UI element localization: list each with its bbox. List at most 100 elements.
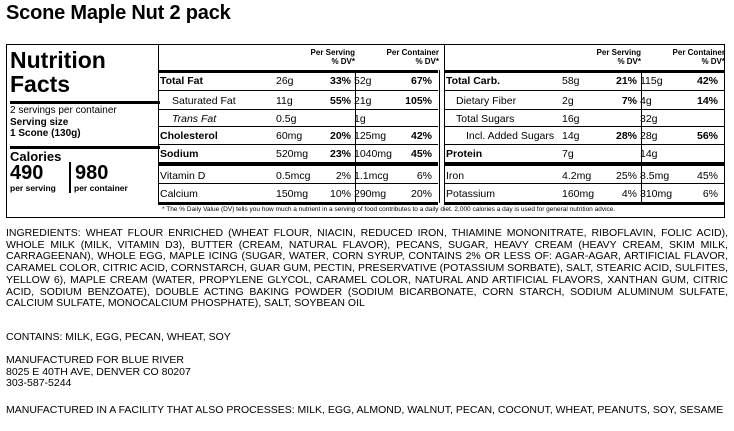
nutrient-row: Calcium 150mg 10% 290mg 20% xyxy=(158,185,434,204)
amount-per-serving: 0.5g xyxy=(276,113,297,125)
nutrient-row: Trans Fat 0.5g 1g xyxy=(158,110,434,129)
servings-per-container: 2 servings per container xyxy=(10,105,117,116)
left-per-container-header: Per Container% DV* xyxy=(386,48,439,66)
nutrient-name: Vitamin D xyxy=(160,170,206,182)
dv-per-serving: 25% xyxy=(615,170,637,182)
ingredients-text: INGREDIENTS: WHEAT FLOUR ENRICHED (WHEAT… xyxy=(6,227,728,310)
amount-per-container: 8.5mg xyxy=(640,170,670,182)
amount-per-container: 115g xyxy=(640,75,663,87)
manufacturer-address: 8025 E 40TH AVE, DENVER CO 80207 xyxy=(6,365,191,378)
table-rule xyxy=(444,90,724,91)
table-rule xyxy=(158,126,438,127)
amount-per-container: 14g xyxy=(640,148,658,160)
amount-per-serving: 0.5mcg xyxy=(276,170,311,182)
nutrient-name: Calcium xyxy=(160,188,198,200)
table-rule xyxy=(444,70,724,73)
nutrient-row: Dietary Fiber 2g 7% 4g 14% xyxy=(444,92,720,111)
table-rule xyxy=(444,162,724,166)
table-rule xyxy=(158,90,438,91)
nutrient-name: Trans Fat xyxy=(172,113,217,125)
dv-per-serving: 4% xyxy=(621,188,637,200)
dv-per-serving: 23% xyxy=(329,148,351,160)
right-per-container-header: Per Container% DV* xyxy=(672,48,725,66)
table-rule xyxy=(158,109,438,110)
table-rule xyxy=(444,183,724,184)
amount-per-container: 310mg xyxy=(640,188,673,200)
nutrient-name: Cholesterol xyxy=(160,130,218,142)
amount-per-container: 1g xyxy=(354,113,366,125)
dv-per-serving: 7% xyxy=(621,95,637,107)
dv-per-serving: 20% xyxy=(329,130,351,142)
nutrient-row: Saturated Fat 11g 55% 21g 105% xyxy=(158,92,434,111)
table-rule xyxy=(158,162,438,166)
amount-per-serving: 520mg xyxy=(276,148,309,160)
nutrient-row: Protein 7g 14g xyxy=(444,145,720,164)
dv-per-serving: 33% xyxy=(329,75,351,87)
amount-per-container: 1040mg xyxy=(354,148,392,160)
amount-per-serving: 150mg xyxy=(276,188,309,200)
table-rule xyxy=(158,183,438,184)
amount-per-serving: 2g xyxy=(562,95,574,107)
dv-per-container: 105% xyxy=(405,95,432,107)
dv-per-serving: 10% xyxy=(329,188,351,200)
nutrition-facts-panel: Nutrition Facts 2 servings per container… xyxy=(6,44,725,218)
dv-per-container: 45% xyxy=(696,170,718,182)
amount-per-serving: 11g xyxy=(276,95,293,107)
amount-per-container: 125mg xyxy=(354,130,387,142)
manufacturer-phone: 303-587-5244 xyxy=(6,377,72,390)
per-container-caption: per container xyxy=(74,183,128,193)
dv-per-container: 56% xyxy=(696,130,718,142)
left-per-serving-header: Per Serving% DV* xyxy=(310,48,355,66)
table-rule xyxy=(158,202,438,205)
dv-per-container: 14% xyxy=(696,95,718,107)
nutrient-row: Vitamin D 0.5mcg 2% 1.1mcg 6% xyxy=(158,167,434,186)
amount-per-serving: 7g xyxy=(562,148,574,160)
nutrient-name: Iron xyxy=(446,170,465,182)
column-divider xyxy=(439,70,440,203)
per-serving-caption: per serving xyxy=(10,183,56,193)
table-rule xyxy=(158,70,438,73)
dv-per-serving: 21% xyxy=(615,75,637,87)
nutrient-name: Total Fat xyxy=(160,75,203,87)
table-rule xyxy=(444,126,724,127)
nutrient-name: Saturated Fat xyxy=(172,95,236,107)
table-rule xyxy=(444,202,724,205)
nutrition-facts-heading: Nutrition Facts xyxy=(10,47,106,97)
column-divider xyxy=(444,45,445,203)
nutrient-row: Sodium 520mg 23% 1040mg 45% xyxy=(158,145,434,164)
column-divider xyxy=(158,45,159,203)
amount-per-serving: 60mg xyxy=(276,130,303,142)
servings-block: 2 servings per container Serving size 1 … xyxy=(10,105,158,140)
dv-per-serving: 2% xyxy=(335,170,351,182)
contains-text: CONTAINS: MILK, EGG, PECAN, WHEAT, SOY xyxy=(6,331,231,343)
dv-per-container: 67% xyxy=(410,75,432,87)
manufacturer-name: MANUFACTURED FOR BLUE RIVER xyxy=(6,354,184,366)
facility-text: MANUFACTURED IN A FACILITY THAT ALSO PRO… xyxy=(6,404,724,416)
amount-per-container: 290mg xyxy=(354,188,387,200)
nutrient-name: Sodium xyxy=(160,148,199,160)
column-divider xyxy=(641,70,642,203)
nutrient-name: Potassium xyxy=(446,188,496,200)
daily-value-footnote: * The % Daily Value (DV) tells you how m… xyxy=(162,206,616,213)
nutrient-name: Dietary Fiber xyxy=(456,95,517,107)
amount-per-serving: 14g xyxy=(562,130,580,142)
dv-per-serving: 55% xyxy=(329,95,351,107)
dv-per-container: 42% xyxy=(696,75,718,87)
table-rule xyxy=(444,144,724,145)
dv-per-container: 6% xyxy=(416,170,432,182)
amount-per-container: 28g xyxy=(640,130,658,142)
calories-per-serving: 490 xyxy=(10,162,44,184)
table-rule xyxy=(158,144,438,145)
amount-per-container: 52g xyxy=(354,75,372,87)
calories-per-container: 980 xyxy=(75,162,109,184)
nutrient-row: Iron 4.2mg 25% 8.5mg 45% xyxy=(444,167,720,186)
dv-per-container: 42% xyxy=(410,130,432,142)
nutrient-name: Total Sugars xyxy=(456,113,515,125)
amount-per-serving: 4.2mg xyxy=(562,170,592,182)
dv-per-serving: 28% xyxy=(615,130,637,142)
amount-per-serving: 16g xyxy=(562,113,580,125)
serving-size-value: 1 Scone (130g) xyxy=(10,128,81,139)
amount-per-serving: 58g xyxy=(562,75,580,87)
nutrient-row: Total Carb. 58g 21% 115g 42% xyxy=(444,72,720,91)
serving-size-label: Serving size xyxy=(10,116,69,128)
